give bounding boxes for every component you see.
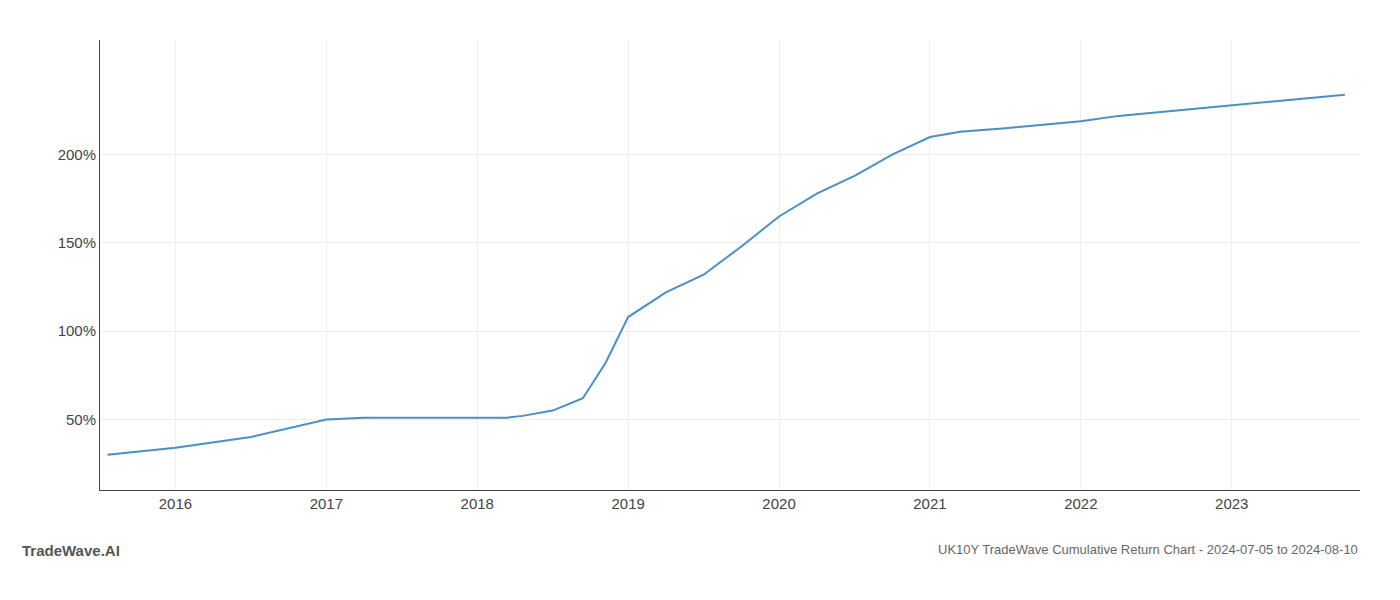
- svg-text:2021: 2021: [913, 495, 946, 512]
- svg-text:50%: 50%: [66, 411, 96, 428]
- svg-text:2017: 2017: [310, 495, 343, 512]
- svg-text:2019: 2019: [611, 495, 644, 512]
- svg-text:150%: 150%: [58, 234, 96, 251]
- svg-text:UK10Y TradeWave Cumulative Ret: UK10Y TradeWave Cumulative Return Chart …: [938, 542, 1358, 557]
- svg-text:2020: 2020: [762, 495, 795, 512]
- svg-text:TradeWave.AI: TradeWave.AI: [22, 542, 120, 559]
- svg-text:2018: 2018: [461, 495, 494, 512]
- svg-text:2016: 2016: [159, 495, 192, 512]
- svg-text:200%: 200%: [58, 146, 96, 163]
- svg-text:100%: 100%: [58, 322, 96, 339]
- svg-text:2022: 2022: [1064, 495, 1097, 512]
- svg-text:2023: 2023: [1215, 495, 1248, 512]
